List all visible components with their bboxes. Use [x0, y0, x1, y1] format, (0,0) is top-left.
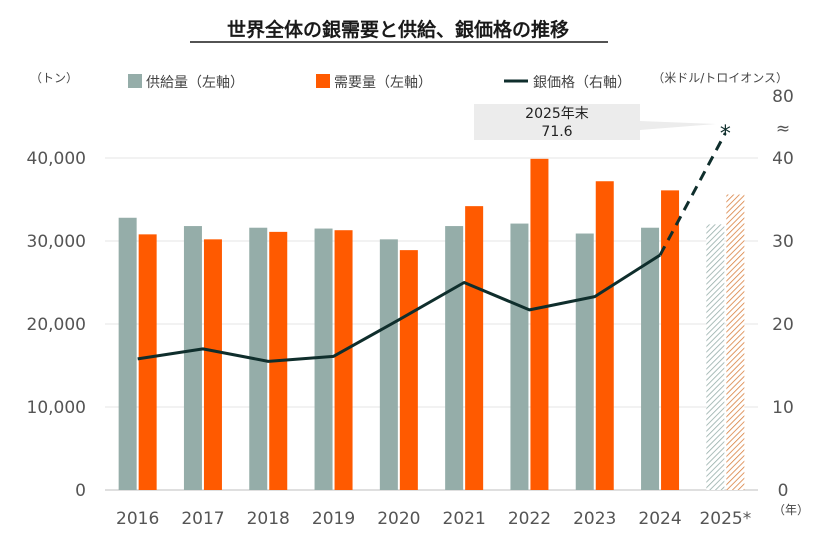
x-axis-tick-label: 2022 — [508, 509, 551, 529]
right-axis-tick-label: 0 — [778, 481, 789, 501]
x-axis-tick-label: 2024 — [638, 509, 681, 529]
right-axis-unit: （米ドル/トロイオンス） — [652, 71, 788, 85]
legend-swatch-demand — [316, 74, 330, 88]
callout-value: 71.6 — [541, 124, 572, 140]
legend-swatch-supply — [128, 74, 142, 88]
price-line — [137, 253, 661, 363]
bar-demand-2021 — [465, 206, 484, 490]
chart-title: 世界全体の銀需要と供給、銀価格の推移 — [227, 18, 569, 41]
left-axis-tick-label: 0 — [75, 481, 86, 501]
left-axis-tick-label: 10,000 — [27, 398, 86, 418]
bar-supply-2025-projected — [706, 224, 725, 490]
x-axis-unit: （年） — [773, 503, 809, 517]
bar-supply-2020 — [379, 239, 398, 490]
price-line-projection — [658, 132, 727, 256]
right-axis-top-label: 80 — [772, 87, 794, 107]
x-axis-tick-label: 2021 — [443, 509, 486, 529]
bar-demand-2016 — [138, 234, 157, 490]
bar-demand-2024 — [661, 190, 680, 490]
right-axis-tick-label: 20 — [772, 315, 794, 335]
legend-label-demand: 需要量（左軸） — [334, 75, 432, 91]
right-axis-tick-label: 30 — [772, 232, 794, 252]
bar-supply-2024 — [641, 227, 660, 490]
bar-supply-2019 — [314, 228, 333, 491]
x-axis-tick-label: 2025* — [699, 509, 751, 529]
right-axis-break-mark: ≈ — [776, 119, 790, 139]
bar-demand-2019 — [334, 230, 353, 490]
right-axis-tick-label: 40 — [772, 149, 794, 169]
bar-demand-2017 — [203, 239, 222, 490]
bar-supply-2016 — [118, 217, 137, 490]
bar-supply-2017 — [183, 226, 202, 490]
bar-supply-2022 — [510, 223, 529, 490]
callout-box — [474, 104, 716, 140]
left-axis-tick-label: 30,000 — [27, 232, 86, 252]
legend-label-supply: 供給量（左軸） — [146, 75, 244, 91]
callout-label: 2025年末 — [525, 106, 589, 122]
bar-demand-2022 — [530, 158, 549, 490]
bar-demand-2020 — [399, 250, 418, 490]
right-axis-tick-label: 10 — [772, 398, 794, 418]
x-axis-tick-label: 2019 — [312, 509, 355, 529]
left-axis-tick-label: 20,000 — [27, 315, 86, 335]
left-axis-unit: （トン） — [30, 71, 78, 85]
x-axis-tick-label: 2020 — [377, 509, 420, 529]
bar-demand-2023 — [595, 181, 614, 491]
x-axis-tick-label: 2018 — [247, 509, 290, 529]
x-axis-tick-label: 2016 — [116, 509, 159, 529]
x-axis-tick-label: 2023 — [573, 509, 616, 529]
bar-demand-2025-projected — [726, 194, 745, 490]
legend-label-price: 銀価格（右軸） — [533, 75, 631, 91]
bar-supply-2021 — [445, 226, 464, 490]
legend: 供給量（左軸） 需要量（左軸） 銀価格（右軸） — [128, 74, 631, 91]
projection-marker: * — [720, 122, 731, 147]
bar-supply-2023 — [575, 233, 594, 490]
callout: 2025年末 71.6 — [474, 104, 716, 140]
x-axis-tick-label: 2017 — [181, 509, 224, 529]
left-axis-tick-label: 40,000 — [27, 149, 86, 169]
